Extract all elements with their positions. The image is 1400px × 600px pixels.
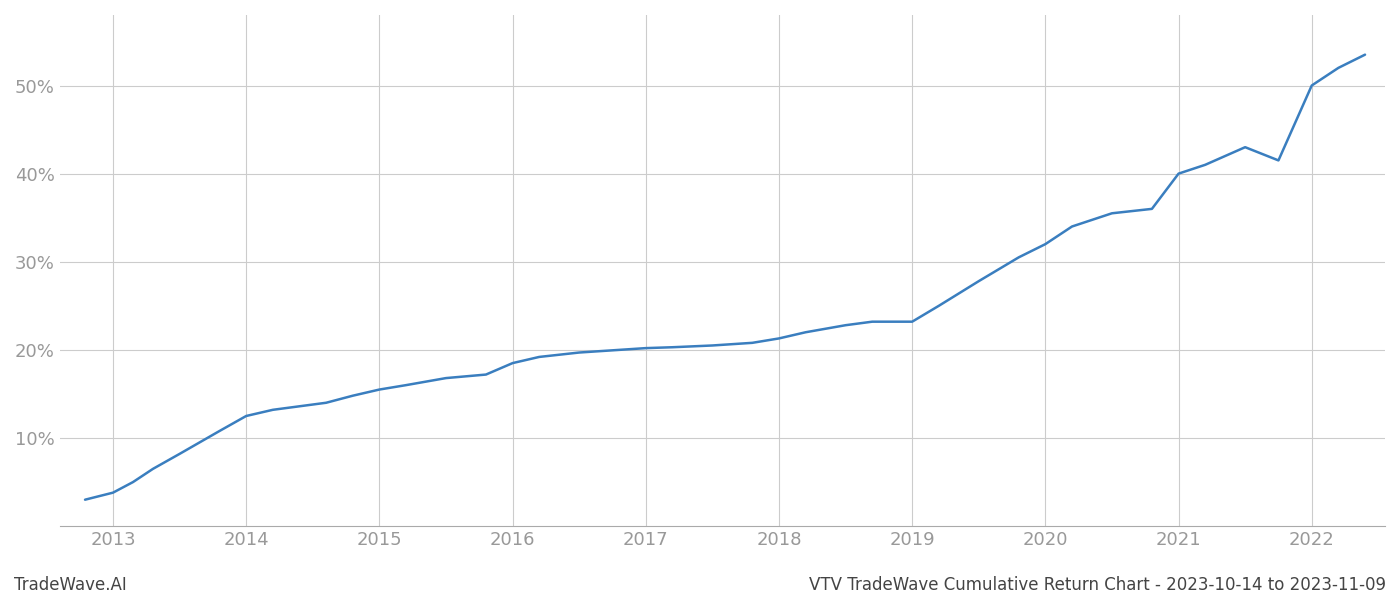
Text: TradeWave.AI: TradeWave.AI <box>14 576 127 594</box>
Text: VTV TradeWave Cumulative Return Chart - 2023-10-14 to 2023-11-09: VTV TradeWave Cumulative Return Chart - … <box>809 576 1386 594</box>
